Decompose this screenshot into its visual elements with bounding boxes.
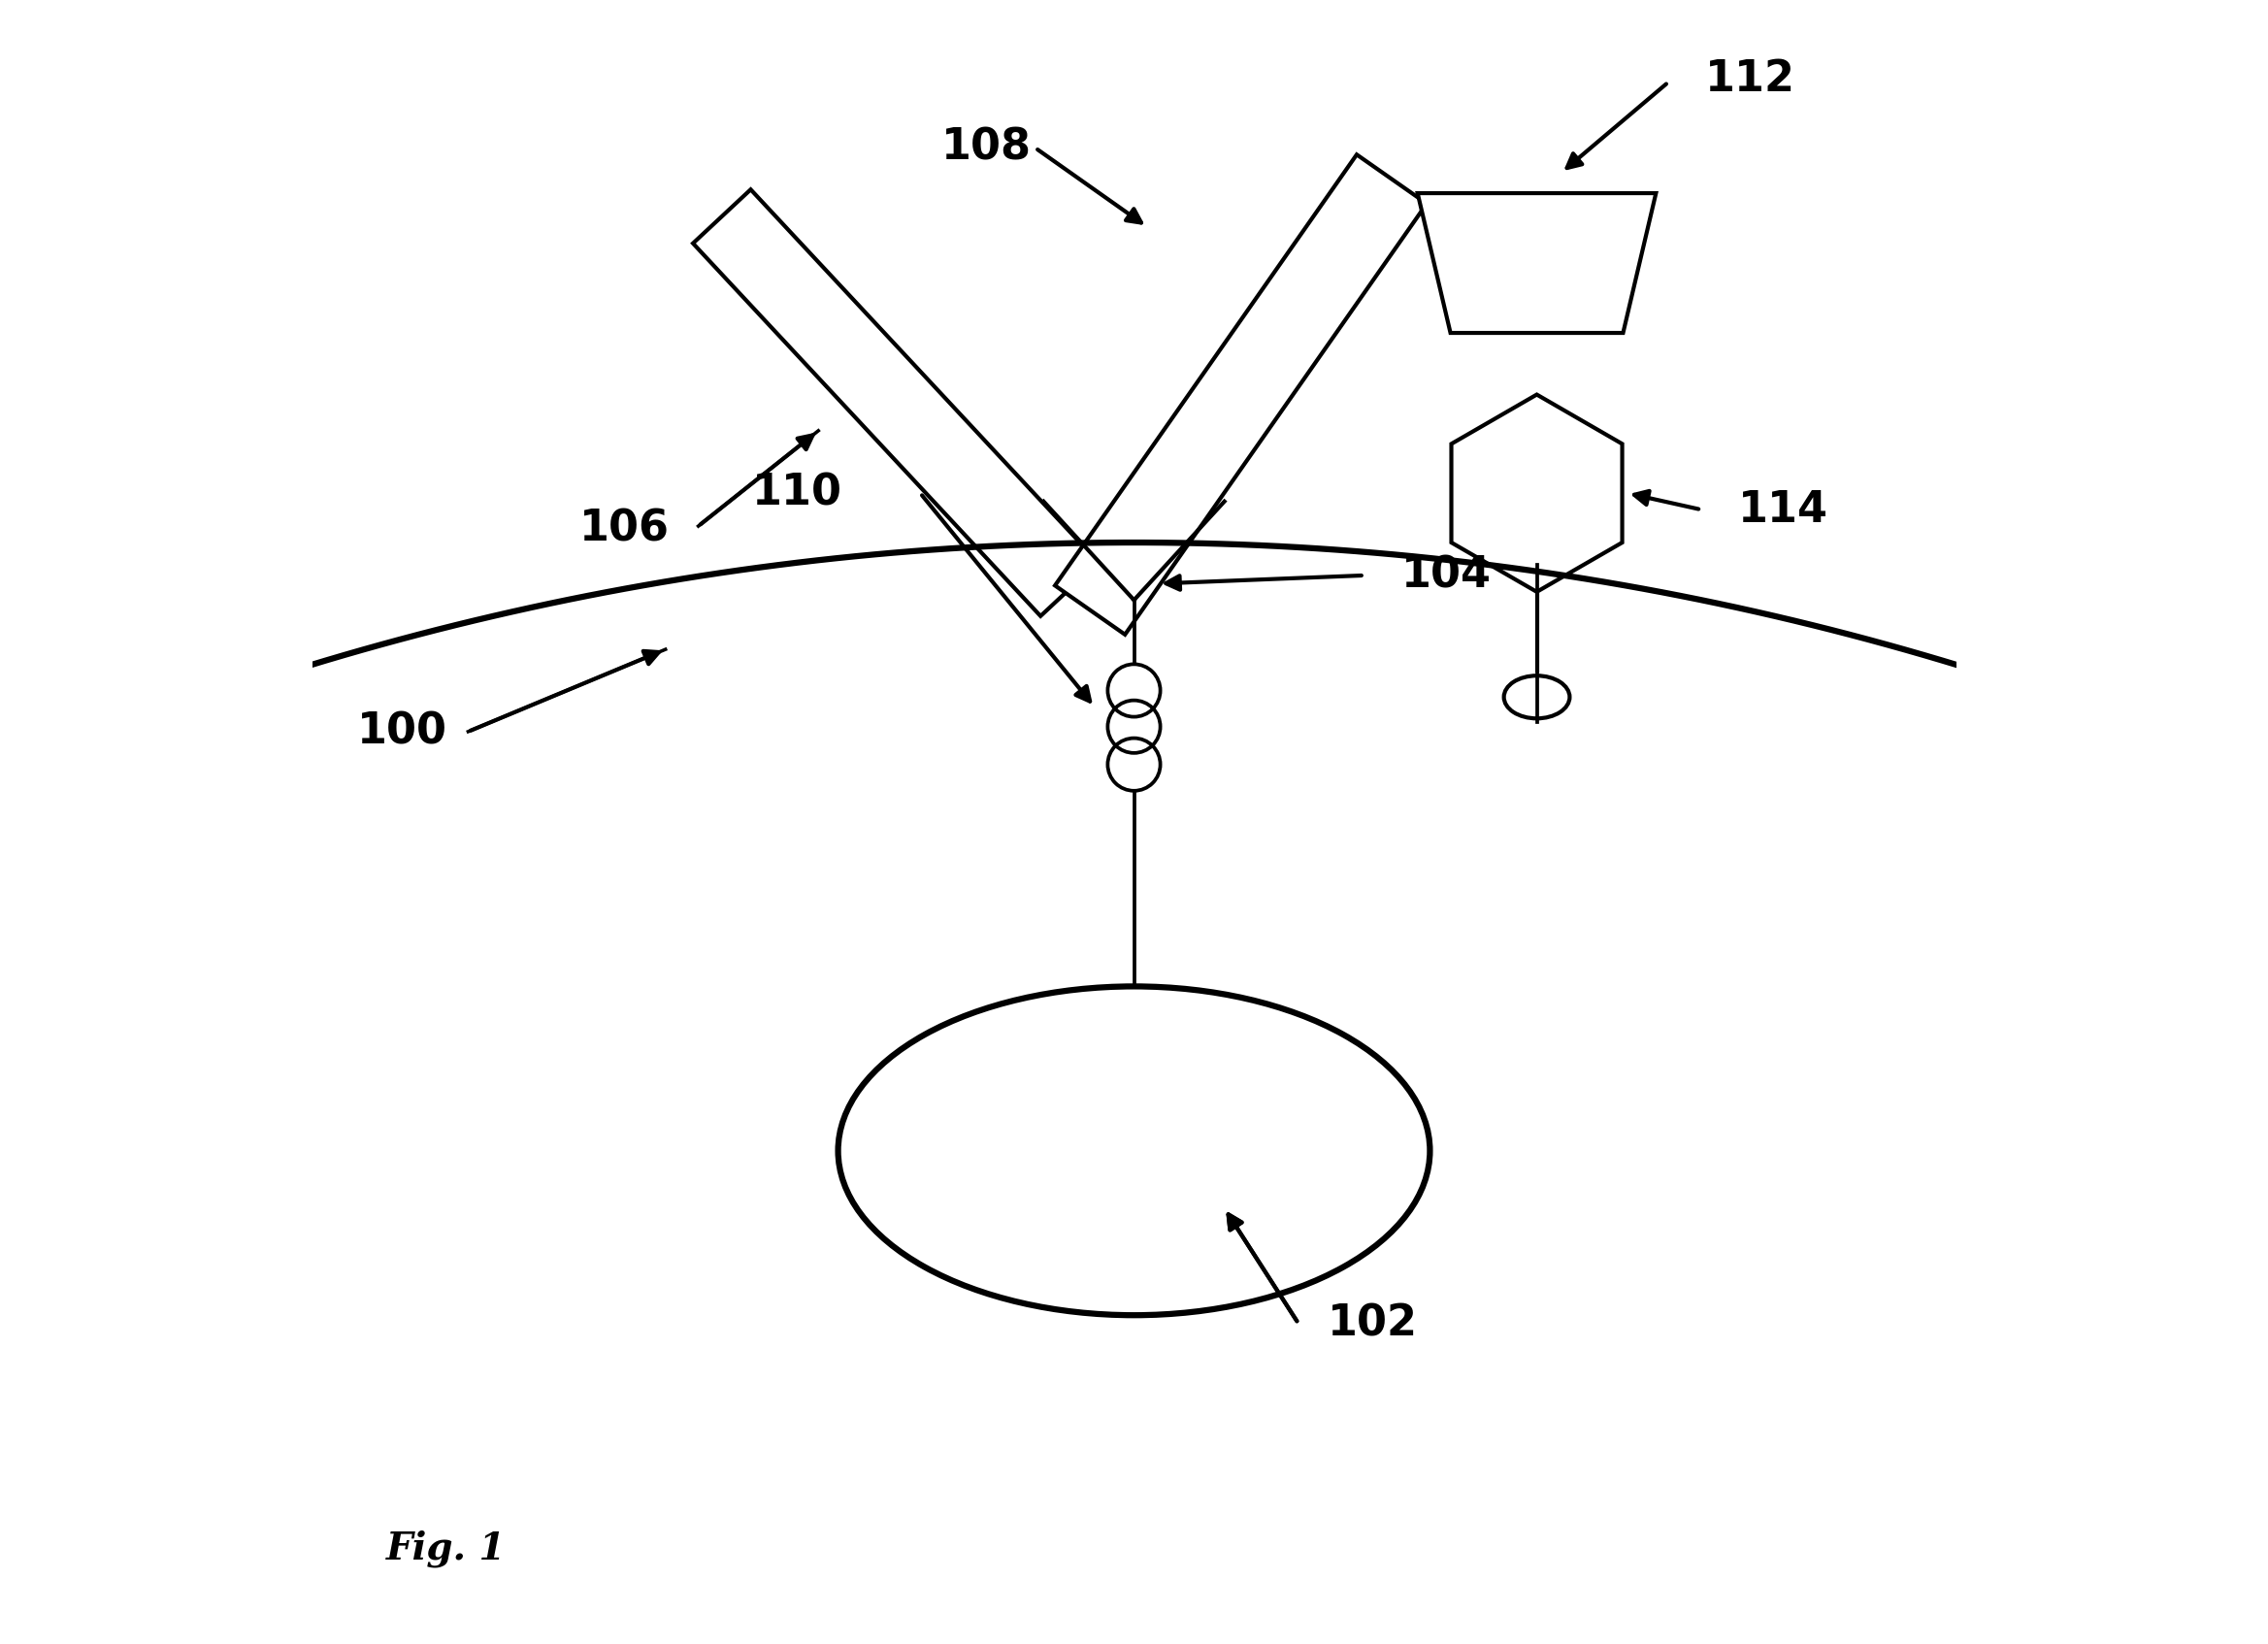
Text: Fig. 1: Fig. 1: [386, 1531, 506, 1567]
Polygon shape: [694, 189, 1098, 616]
Polygon shape: [1418, 194, 1656, 334]
Text: 110: 110: [753, 472, 841, 515]
Text: 112: 112: [1706, 58, 1796, 100]
Text: 114: 114: [1737, 488, 1828, 531]
Polygon shape: [1055, 155, 1427, 635]
Text: 102: 102: [1327, 1302, 1418, 1345]
Text: 108: 108: [941, 127, 1032, 169]
Text: 106: 106: [578, 508, 669, 551]
Text: 104: 104: [1402, 554, 1492, 597]
Polygon shape: [1452, 395, 1622, 592]
Text: 100: 100: [358, 710, 447, 753]
